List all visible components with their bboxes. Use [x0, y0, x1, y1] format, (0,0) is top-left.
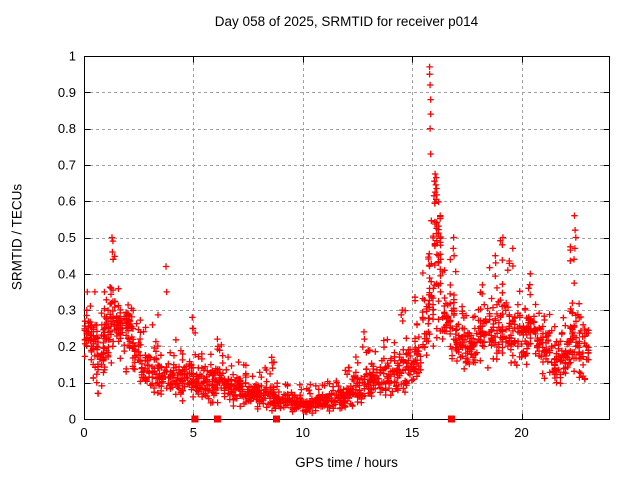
scatter-points [81, 63, 592, 417]
svg-text:20: 20 [514, 425, 528, 440]
svg-text:0.4: 0.4 [58, 266, 76, 281]
svg-text:0.8: 0.8 [58, 121, 76, 136]
grid-lines [84, 56, 609, 419]
svg-text:0.3: 0.3 [58, 303, 76, 318]
svg-text:0.6: 0.6 [58, 194, 76, 209]
svg-text:0.1: 0.1 [58, 375, 76, 390]
zero-flag-squares [191, 415, 455, 423]
chart-title: Day 058 of 2025, SRMTID for receiver p01… [214, 14, 479, 29]
svg-text:0.5: 0.5 [58, 230, 76, 245]
svg-text:0: 0 [69, 412, 76, 427]
y-tick-labels: 0 0.1 0.2 0.3 0.4 0.5 0.6 0.7 0.8 0.9 1 [58, 49, 76, 427]
svg-text:0.7: 0.7 [58, 157, 76, 172]
x-tick-labels: 0 5 10 15 20 [80, 425, 528, 440]
svg-text:0.9: 0.9 [58, 85, 76, 100]
x-axis-title: GPS time / hours [295, 455, 398, 470]
svg-text:0.2: 0.2 [58, 339, 76, 354]
svg-text:5: 5 [190, 425, 197, 440]
svg-text:1: 1 [69, 49, 76, 64]
svg-text:15: 15 [405, 425, 419, 440]
svg-text:0: 0 [80, 425, 87, 440]
svg-text:10: 10 [296, 425, 310, 440]
